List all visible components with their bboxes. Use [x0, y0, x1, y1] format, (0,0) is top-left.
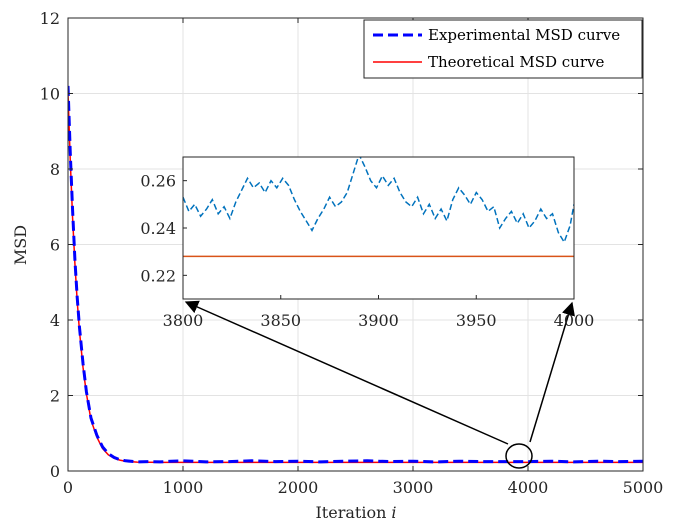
y-tick-label: 0	[50, 462, 60, 481]
main-series-group	[68, 85, 643, 464]
y-tick-label: 4	[50, 311, 60, 330]
experimental-msd-line	[68, 85, 643, 464]
y-tick-label: 6	[50, 236, 60, 255]
x-tick-label: 5000	[623, 478, 664, 497]
x-axis-label-variable: i	[391, 503, 396, 522]
x-tick-label: 1000	[163, 478, 204, 497]
inset-x-tick-label: 4000	[554, 311, 595, 330]
inset-y-tick-label: 0.24	[140, 219, 176, 238]
legend-box	[363, 19, 643, 79]
inset-x-tick-label: 3950	[456, 311, 497, 330]
y-tick-label: 2	[50, 387, 60, 406]
inset-y-tick-label: 0.22	[140, 266, 176, 285]
inset-y-tick-label: 0.26	[140, 172, 176, 191]
inset-background	[183, 157, 574, 299]
inset-x-tick-label: 3850	[260, 311, 301, 330]
legend-label-theoretical: Theoretical MSD curve	[428, 53, 604, 71]
x-axis-label-word: Iteration	[315, 503, 386, 522]
main-axes	[67, 17, 644, 472]
x-tick-label: 0	[63, 478, 73, 497]
y-tick-label: 10	[40, 85, 60, 104]
y-axis-label: MSD	[11, 225, 30, 265]
inset-tick-labels: 3800 3850 3900 3950 4000 0.22 0.24 0.26	[140, 172, 594, 330]
zoom-region-ellipse	[505, 443, 533, 469]
x-tick-label: 2000	[278, 478, 319, 497]
inset-series-group	[183, 157, 574, 258]
legend-label-experimental: Experimental MSD curve	[428, 26, 620, 44]
inset-x-tick-label: 3800	[163, 311, 204, 330]
main-tick-labels: 0 1000 2000 3000 4000 5000 0 2 4 6 8 10 12	[40, 9, 664, 497]
x-tick-label: 4000	[508, 478, 549, 497]
x-axis-label: Iteration i	[315, 503, 396, 522]
inset-experimental-line	[183, 157, 574, 244]
zoom-arrow-right	[529, 301, 575, 443]
legend: Experimental MSD curve Theoretical MSD c…	[363, 19, 643, 79]
inset-x-tick-label: 3900	[358, 311, 399, 330]
x-tick-label: 3000	[393, 478, 434, 497]
y-tick-label: 12	[40, 9, 60, 28]
y-tick-label: 8	[50, 160, 60, 179]
zoom-arrow-left	[184, 300, 509, 445]
